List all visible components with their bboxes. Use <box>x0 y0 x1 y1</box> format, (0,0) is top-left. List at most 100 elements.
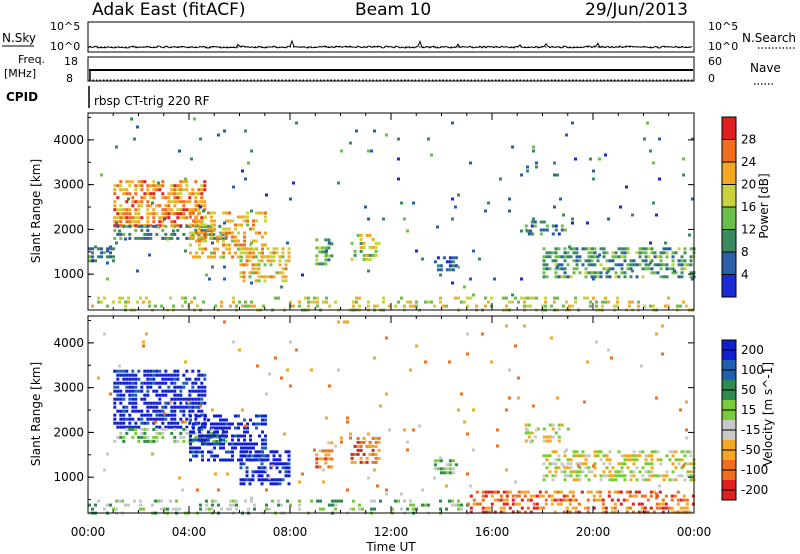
vel-cell <box>682 494 686 498</box>
power-cell <box>116 208 120 212</box>
vel-cell <box>272 462 276 466</box>
power-cell <box>574 157 577 161</box>
power-cell <box>315 254 319 258</box>
power-cell <box>255 219 258 223</box>
power-cell <box>281 271 285 275</box>
vel-cell <box>371 460 375 464</box>
power-cell <box>682 173 685 177</box>
vel-cell <box>139 507 142 511</box>
power-cell <box>649 149 652 153</box>
power-cell <box>100 255 103 259</box>
power-cell <box>589 300 592 304</box>
vel-cell <box>173 409 177 413</box>
power-cell <box>260 259 264 263</box>
vel-cell <box>327 449 331 453</box>
vel-cell <box>140 385 144 389</box>
power-cell <box>182 204 186 208</box>
vel-cell <box>353 452 357 456</box>
vel-cell <box>674 478 678 482</box>
vel-cell <box>466 432 469 436</box>
vel-cell <box>575 462 579 466</box>
power-cell <box>152 184 156 188</box>
power-cell <box>155 188 159 192</box>
power-cell <box>134 212 138 216</box>
power-x-ticks <box>87 113 695 310</box>
velocity-colorbar-tick-label: -50 <box>741 443 761 457</box>
vel-cell <box>505 324 508 328</box>
vel-cell <box>524 423 528 427</box>
vel-cell <box>173 385 177 389</box>
power-cell <box>674 271 678 275</box>
vel-cell <box>493 498 497 502</box>
vel-cell <box>243 418 246 422</box>
power-cell <box>365 233 369 237</box>
power-cell <box>400 296 403 300</box>
vel-cell <box>170 431 174 435</box>
power-cell <box>365 257 369 261</box>
power-cell <box>616 300 619 304</box>
vel-cell <box>222 422 225 426</box>
power-cell <box>608 275 612 279</box>
vel-cell <box>583 400 586 404</box>
vel-cell <box>217 488 220 492</box>
vel-cell <box>490 494 494 498</box>
power-cell <box>358 304 361 308</box>
vel-cell <box>229 503 232 507</box>
vel-cell <box>192 446 195 450</box>
vel-cell <box>195 414 198 418</box>
vel-cell <box>374 460 378 464</box>
power-cell <box>121 296 124 300</box>
power-cell <box>161 216 165 220</box>
vel-cell <box>484 510 488 514</box>
vel-cell <box>343 320 346 324</box>
power-cell <box>635 263 639 267</box>
vel-cell <box>224 439 228 443</box>
vel-cell <box>178 507 181 511</box>
vel-cell <box>554 450 558 454</box>
vel-cell <box>436 459 440 463</box>
power-cell <box>106 255 109 259</box>
vel-cell <box>359 448 363 452</box>
vel-cell <box>158 373 162 377</box>
vel-cell <box>374 456 378 460</box>
power-cell <box>167 208 171 212</box>
power-cell <box>185 188 189 192</box>
power-cell <box>152 196 156 200</box>
vel-cell <box>213 430 216 434</box>
vel-cell <box>334 499 337 503</box>
power-cell <box>493 277 496 281</box>
vel-cell <box>249 450 252 454</box>
vel-cell <box>278 454 282 458</box>
power-cell <box>167 216 171 220</box>
vel-cell <box>643 506 647 510</box>
power-cell <box>136 300 139 304</box>
power-cell <box>206 224 210 228</box>
vel-cell <box>116 421 120 425</box>
vel-cell <box>181 488 184 492</box>
vel-cell <box>197 405 201 409</box>
power-cell <box>228 243 231 247</box>
vel-cell <box>526 506 530 510</box>
power-cell <box>204 239 207 243</box>
vel-cell <box>371 452 375 456</box>
vel-cell <box>229 507 232 511</box>
vel-cell <box>122 381 126 385</box>
vel-cell <box>454 463 458 467</box>
vel-cell <box>505 494 509 498</box>
vel-cell <box>655 496 658 500</box>
vel-cell <box>242 482 246 486</box>
power-cell <box>328 304 331 308</box>
vel-cell <box>581 454 585 458</box>
power-cell <box>287 259 291 263</box>
vel-cell <box>140 417 144 421</box>
vel-cell <box>207 418 210 422</box>
power-cell <box>454 296 457 300</box>
vel-cell <box>640 502 644 506</box>
power-cell <box>198 227 201 231</box>
vel-cell <box>232 503 235 507</box>
power-cell <box>286 241 289 245</box>
vel-cell <box>505 502 509 506</box>
vel-cell <box>137 425 141 429</box>
vel-cell <box>260 458 264 462</box>
x-axis-label: Time UT <box>365 540 416 554</box>
